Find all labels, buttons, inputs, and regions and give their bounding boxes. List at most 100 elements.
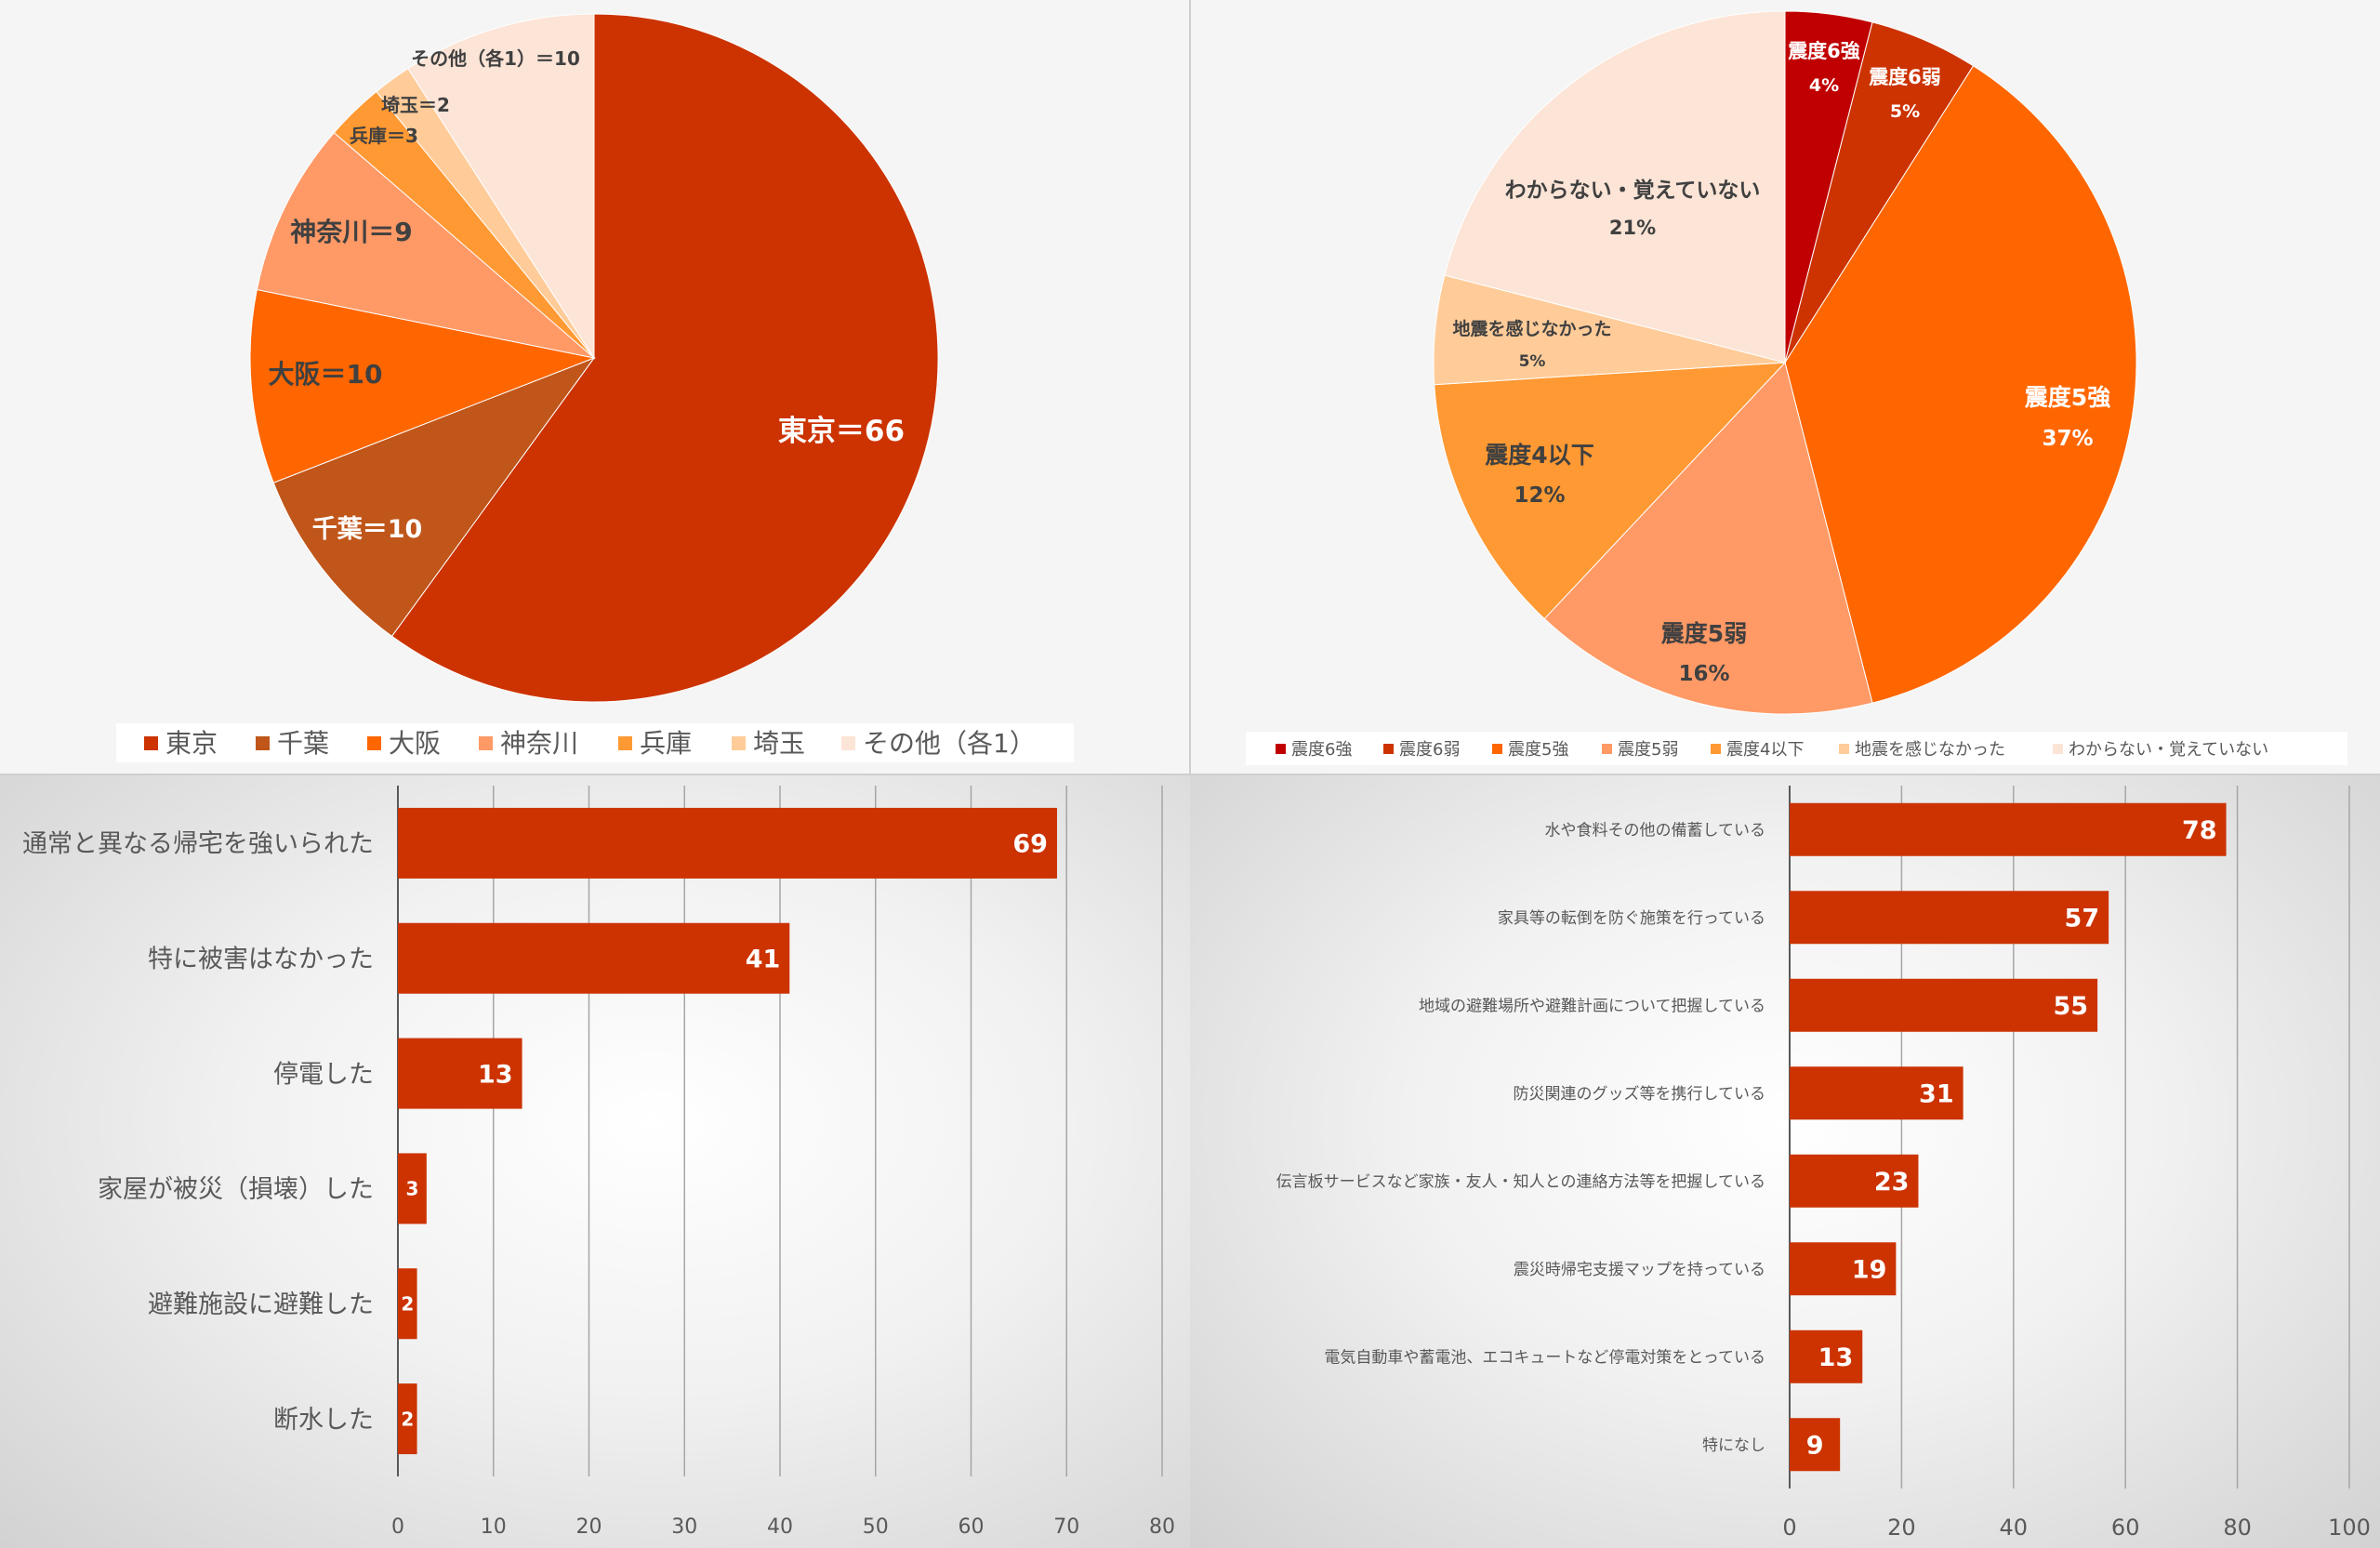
pie-slice-その他（各1） [407, 13, 595, 360]
bar-value-label: 2 [401, 1408, 414, 1430]
bar-value-label: 69 [1012, 830, 1048, 859]
bar [398, 807, 1057, 879]
x-tick-label: 80 [1149, 1515, 1175, 1539]
pie-data-label: 兵庫＝3 [350, 125, 418, 147]
x-tick-label: 70 [1053, 1515, 1079, 1539]
pie-slice-震度4以下 [1434, 362, 1787, 620]
legend-label: わからない・覚えていない [2069, 740, 2268, 760]
pie-data-label: 大阪＝10 [269, 359, 383, 390]
pie-slice-わからない・覚えていない [1444, 10, 1786, 364]
bar-value-label: 41 [746, 945, 781, 973]
legend-swatch [1711, 744, 1721, 754]
bar [398, 1153, 427, 1224]
y-category-label: 電気自動車や蓄電池、エコキュートなど停電対策をとっている [1324, 1348, 1765, 1367]
bar [398, 1383, 417, 1455]
damage-bar-panel: 0 10 20 30 40 50 60 70 80 69 通常と異なる帰宅を強いられた 41 特に被害は… [0, 774, 1190, 1548]
legend-swatch [732, 736, 746, 750]
legend-swatch [1276, 744, 1286, 754]
legend-swatch [618, 736, 632, 750]
y-category-label: 家屋が被災（損壊）した [98, 1175, 374, 1204]
preparation-bar-panel: 0 20 40 60 80 100 78 水や食料その他の備蓄している 57 家具等の転倒を防ぐ施… [1190, 774, 2380, 1548]
pie-slice-震度5強 [1784, 65, 2137, 704]
preparation-bar-chart: 0 20 40 60 80 100 78 水や食料その他の備蓄している 57 家具等の転倒を防ぐ施… [1276, 786, 2371, 1541]
x-tick-label: 20 [1887, 1515, 1916, 1541]
pie-data-label: 震度5弱 [1661, 620, 1747, 647]
x-tick-label: 10 [481, 1515, 507, 1539]
bar [398, 1268, 417, 1340]
x-tick-label: 100 [2328, 1515, 2371, 1541]
legend-swatch [2053, 744, 2063, 754]
pie-percent-label: 5% [1519, 352, 1546, 371]
legend-swatch [479, 736, 493, 750]
bar-value-label: 3 [405, 1178, 418, 1200]
pie-percent-label: 21% [1609, 217, 1656, 239]
legend-box [1246, 732, 2347, 765]
x-tick-label: 0 [1782, 1515, 1796, 1541]
y-category-label: 通常と異なる帰宅を強いられた [22, 830, 374, 859]
pie-data-label: 神奈川＝9 [290, 217, 412, 247]
bar [398, 1038, 522, 1109]
legend-label: 震度5弱 [1618, 740, 1678, 760]
legend-label: 震度5強 [1508, 740, 1568, 760]
legend-swatch [256, 736, 270, 750]
pie-data-label: 震度5強 [2025, 384, 2110, 411]
bar [1790, 1154, 1919, 1208]
bar-value-label: 19 [1852, 1255, 1887, 1284]
y-category-label: 特になし [1702, 1436, 1765, 1455]
x-tick-label: 60 [2111, 1515, 2140, 1541]
legend-swatch [144, 736, 158, 750]
pie-data-label: 埼玉＝2 [381, 94, 450, 116]
pie-percent-label: 16% [1678, 662, 1729, 686]
y-category-label: 断水した [273, 1406, 374, 1435]
bar-value-label: 31 [1919, 1079, 1954, 1108]
intensity-pie-chart: 震度6強 4% 震度6弱 5% 震度5強 37% 震度5弱 16% 震度4以下 12% 地震を感じな… [1246, 10, 2347, 765]
legend-label: 震度6強 [1291, 740, 1352, 760]
legend-label: 地震を感じなかった [1855, 740, 2005, 760]
x-tick-label: 40 [2000, 1515, 2029, 1541]
y-category-label: 水や食料その他の備蓄している [1545, 821, 1766, 840]
pie-data-label: 震度6強 [1788, 40, 1860, 62]
bar-value-label: 23 [1874, 1168, 1910, 1197]
legend-swatch [367, 736, 381, 750]
pie-percent-label: 5% [1890, 101, 1920, 122]
bar [1790, 1330, 1863, 1383]
legend-swatch [1383, 744, 1394, 754]
bar [1790, 802, 2227, 856]
pie-percent-label: 12% [1514, 483, 1565, 508]
y-category-label: 特に被害はなかった [148, 945, 374, 973]
y-category-label: 地域の避難場所や避難計画について把握している [1419, 997, 1765, 1015]
legend-label: 大阪 [389, 728, 441, 759]
pie-slice-震度5弱 [1543, 361, 1873, 715]
legend-label: その他（各1） [863, 728, 1036, 759]
x-tick-label: 50 [863, 1515, 889, 1539]
vertical-divider [1189, 0, 1191, 774]
legend-label: 震度4以下 [1726, 740, 1804, 760]
legend-swatch [841, 736, 855, 750]
pie-data-label: 震度6弱 [1869, 66, 1941, 88]
legend-label: 埼玉 [753, 728, 805, 759]
legend-swatch [1602, 744, 1612, 754]
pie-slice-大阪 [249, 288, 596, 483]
pie-data-label: 東京＝66 [778, 415, 905, 448]
x-tick-label: 40 [767, 1515, 793, 1539]
pie-percent-label: 4% [1809, 75, 1839, 96]
bar [1790, 891, 2109, 945]
bar-value-label: 2 [401, 1292, 414, 1315]
damage-bar-chart: 0 10 20 30 40 50 60 70 80 69 通常と異なる帰宅を強いられた 41 特に被害は… [22, 786, 1175, 1539]
x-tick-label: 80 [2223, 1515, 2252, 1541]
x-tick-label: 30 [671, 1515, 697, 1539]
y-category-label: 停電した [273, 1060, 374, 1089]
bar-value-label: 13 [1818, 1343, 1854, 1372]
y-category-label: 震災時帰宅支援マップを持っている [1514, 1261, 1765, 1279]
bar [1790, 1242, 1897, 1296]
pie-data-label: 震度4以下 [1485, 442, 1593, 469]
x-tick-label: 60 [959, 1515, 985, 1539]
bar-value-label: 57 [2065, 904, 2100, 933]
y-category-label: 避難施設に避難した [148, 1290, 374, 1319]
legend-box [116, 723, 1074, 762]
bar [1790, 1066, 1964, 1120]
pie-data-label: 地震を感じなかった [1452, 318, 1611, 339]
y-category-label: 家具等の転倒を防ぐ施策を行っている [1498, 909, 1765, 928]
bar-value-label: 9 [1806, 1431, 1824, 1460]
x-tick-label: 20 [576, 1515, 602, 1539]
